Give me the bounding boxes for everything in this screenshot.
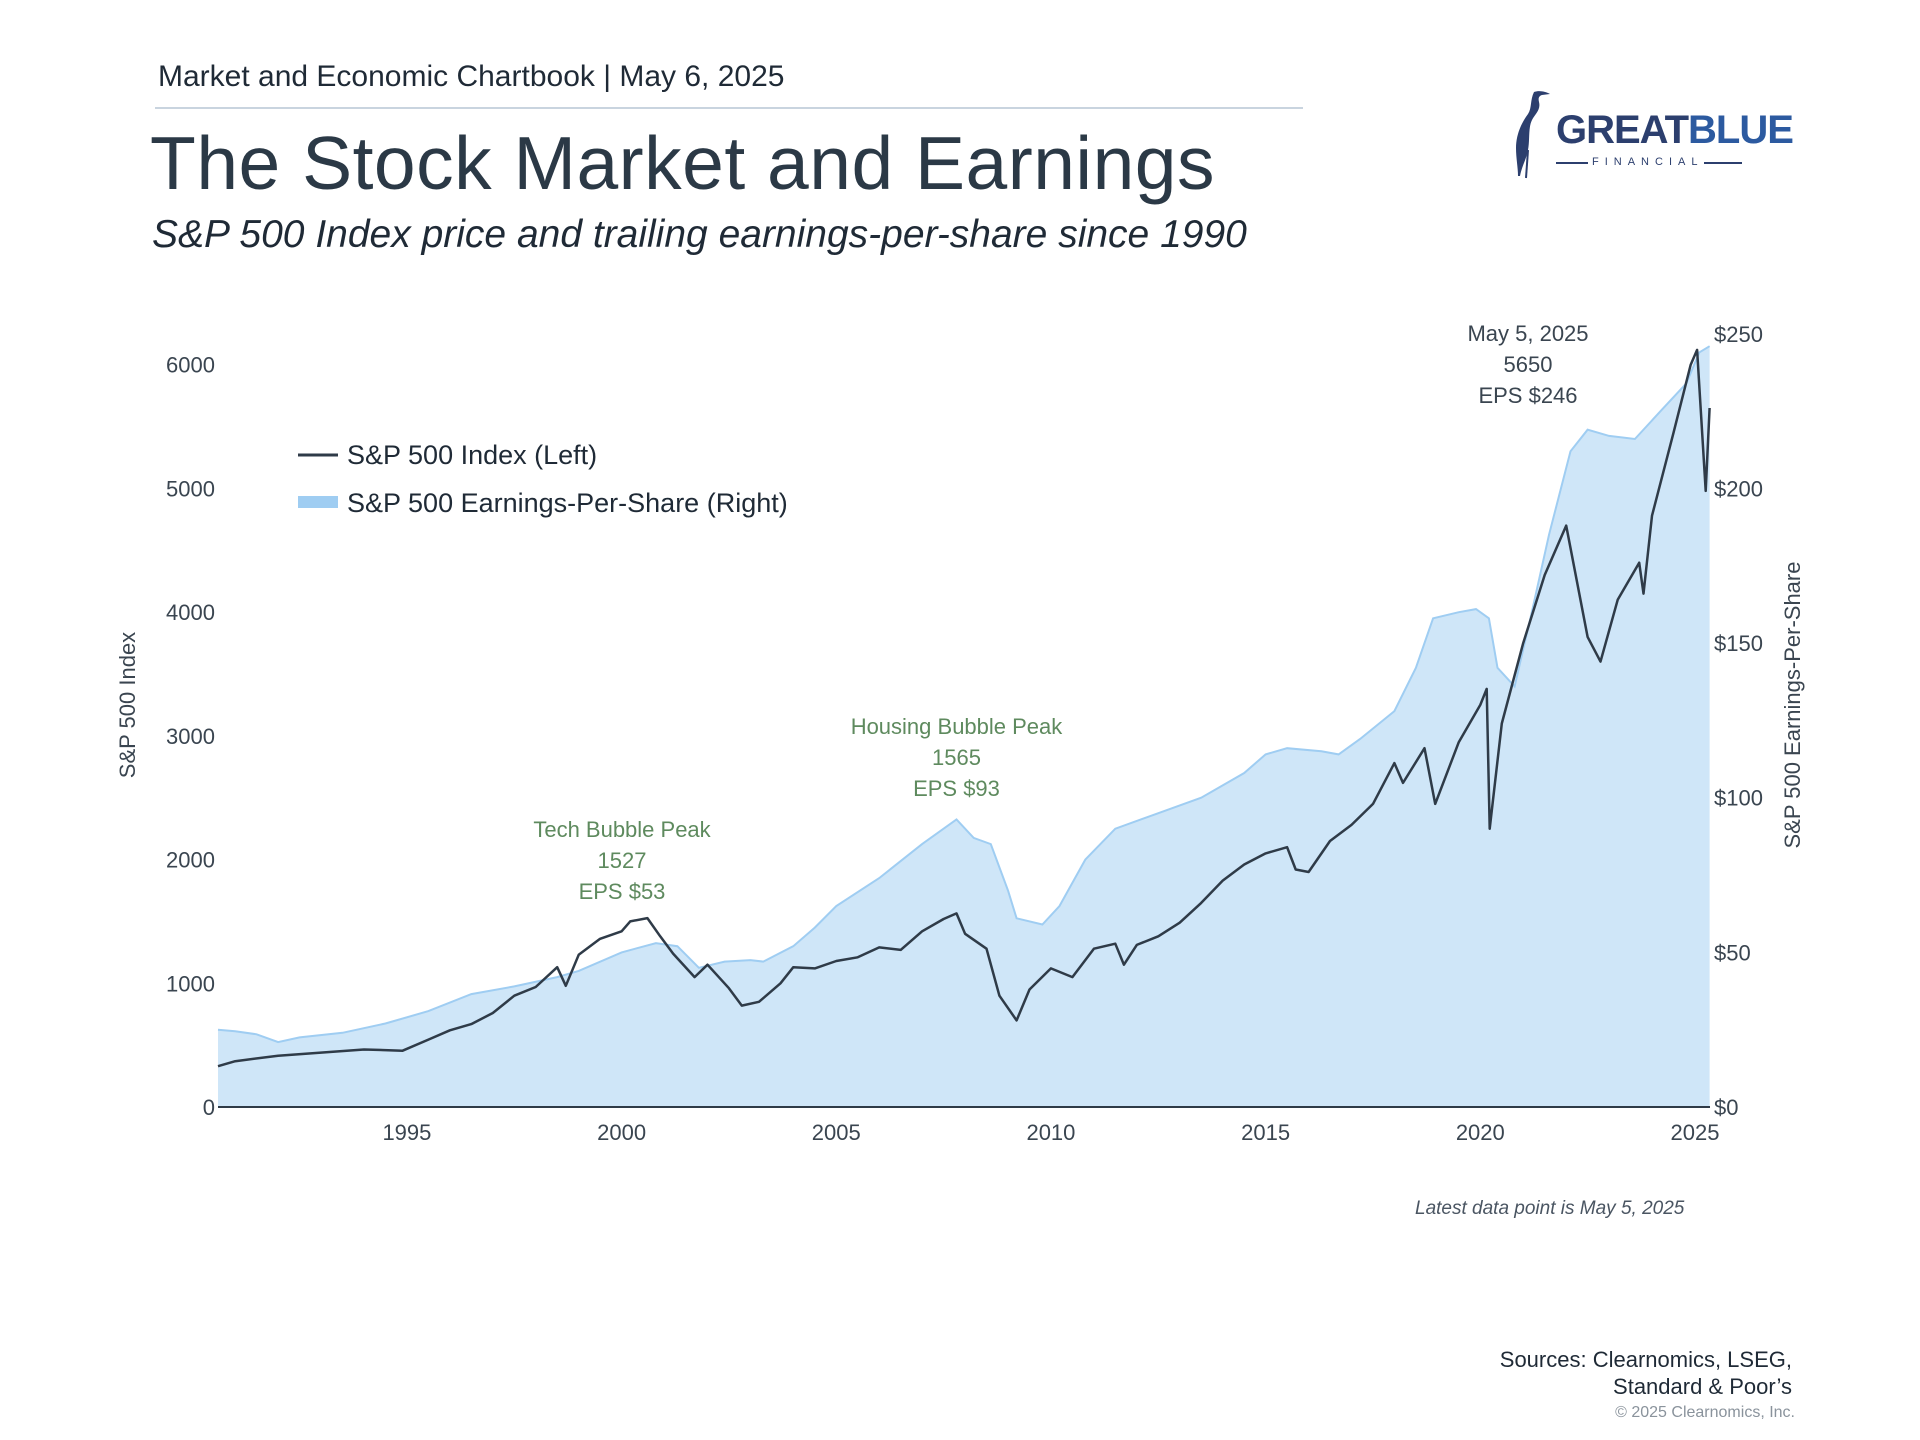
x-tick-label: 1995 xyxy=(382,1120,431,1145)
legend-label-eps: S&P 500 Earnings-Per-Share (Right) xyxy=(347,488,788,518)
great-blue-logo: GREATBLUE FINANCIAL xyxy=(1508,88,1794,180)
y-left-tick-label: 1000 xyxy=(166,971,215,996)
x-tick-label: 2000 xyxy=(597,1120,646,1145)
annotation-text: 5650 xyxy=(1504,352,1553,377)
y-left-tick-label: 6000 xyxy=(166,353,215,378)
y-right-tick-label: $150 xyxy=(1714,631,1763,656)
legend-swatch-eps xyxy=(298,496,338,508)
x-tick-label: 2015 xyxy=(1241,1120,1290,1145)
logo-wordmark: GREATBLUE xyxy=(1556,108,1794,152)
y-left-tick-label: 3000 xyxy=(166,724,215,749)
page-title: The Stock Market and Earnings xyxy=(150,121,1216,205)
logo-rule-right xyxy=(1704,162,1742,164)
annotation-text: Housing Bubble Peak xyxy=(851,714,1064,739)
annotation-text: Tech Bubble Peak xyxy=(533,817,711,842)
x-tick-label: 2020 xyxy=(1456,1120,1505,1145)
heron-icon xyxy=(1516,91,1550,179)
logo-subtitle: FINANCIAL xyxy=(1592,156,1704,168)
page-subtitle: S&P 500 Index price and trailing earning… xyxy=(152,213,1247,256)
copyright: © 2025 Clearnomics, Inc. xyxy=(1615,1404,1795,1421)
annotation-text: EPS $93 xyxy=(913,776,1000,801)
y-right-tick-label: $200 xyxy=(1714,476,1763,501)
y-left-tick-label: 2000 xyxy=(166,848,215,873)
chartbook-header: Market and Economic Chartbook | May 6, 2… xyxy=(158,60,785,93)
annotation-text: EPS $246 xyxy=(1478,383,1577,408)
y-left-tick-label: 5000 xyxy=(166,476,215,501)
y-right-tick-label: $100 xyxy=(1714,786,1763,811)
x-tick-label: 2010 xyxy=(1026,1120,1075,1145)
legend-label-index: S&P 500 Index (Left) xyxy=(347,440,597,470)
y-left-axis-title: S&P 500 Index xyxy=(115,632,140,778)
y-right-tick-label: $0 xyxy=(1714,1095,1738,1120)
sources-note: Sources: Clearnomics, LSEG, Standard & P… xyxy=(1499,1347,1792,1399)
latest-data-note: Latest data point is May 5, 2025 xyxy=(1415,1198,1685,1219)
logo-rule-left xyxy=(1556,162,1588,164)
sp500-index-line xyxy=(217,348,1711,1068)
eps-area xyxy=(218,346,1710,1107)
x-tick-label: 2025 xyxy=(1670,1120,1719,1145)
y-right-tick-label: $250 xyxy=(1714,322,1763,347)
y-left-tick-label: 0 xyxy=(203,1095,215,1120)
x-tick-label: 2005 xyxy=(812,1120,861,1145)
y-right-axis-title: S&P 500 Earnings-Per-Share xyxy=(1780,562,1805,849)
annotation-text: EPS $53 xyxy=(579,879,666,904)
y-right-tick-label: $50 xyxy=(1714,940,1751,965)
annotation-text: 1527 xyxy=(598,848,647,873)
header-rule xyxy=(155,107,1303,109)
annotation-text: May 5, 2025 xyxy=(1467,321,1588,346)
annotation-text: 1565 xyxy=(932,745,981,770)
y-left-tick-label: 4000 xyxy=(166,600,215,625)
